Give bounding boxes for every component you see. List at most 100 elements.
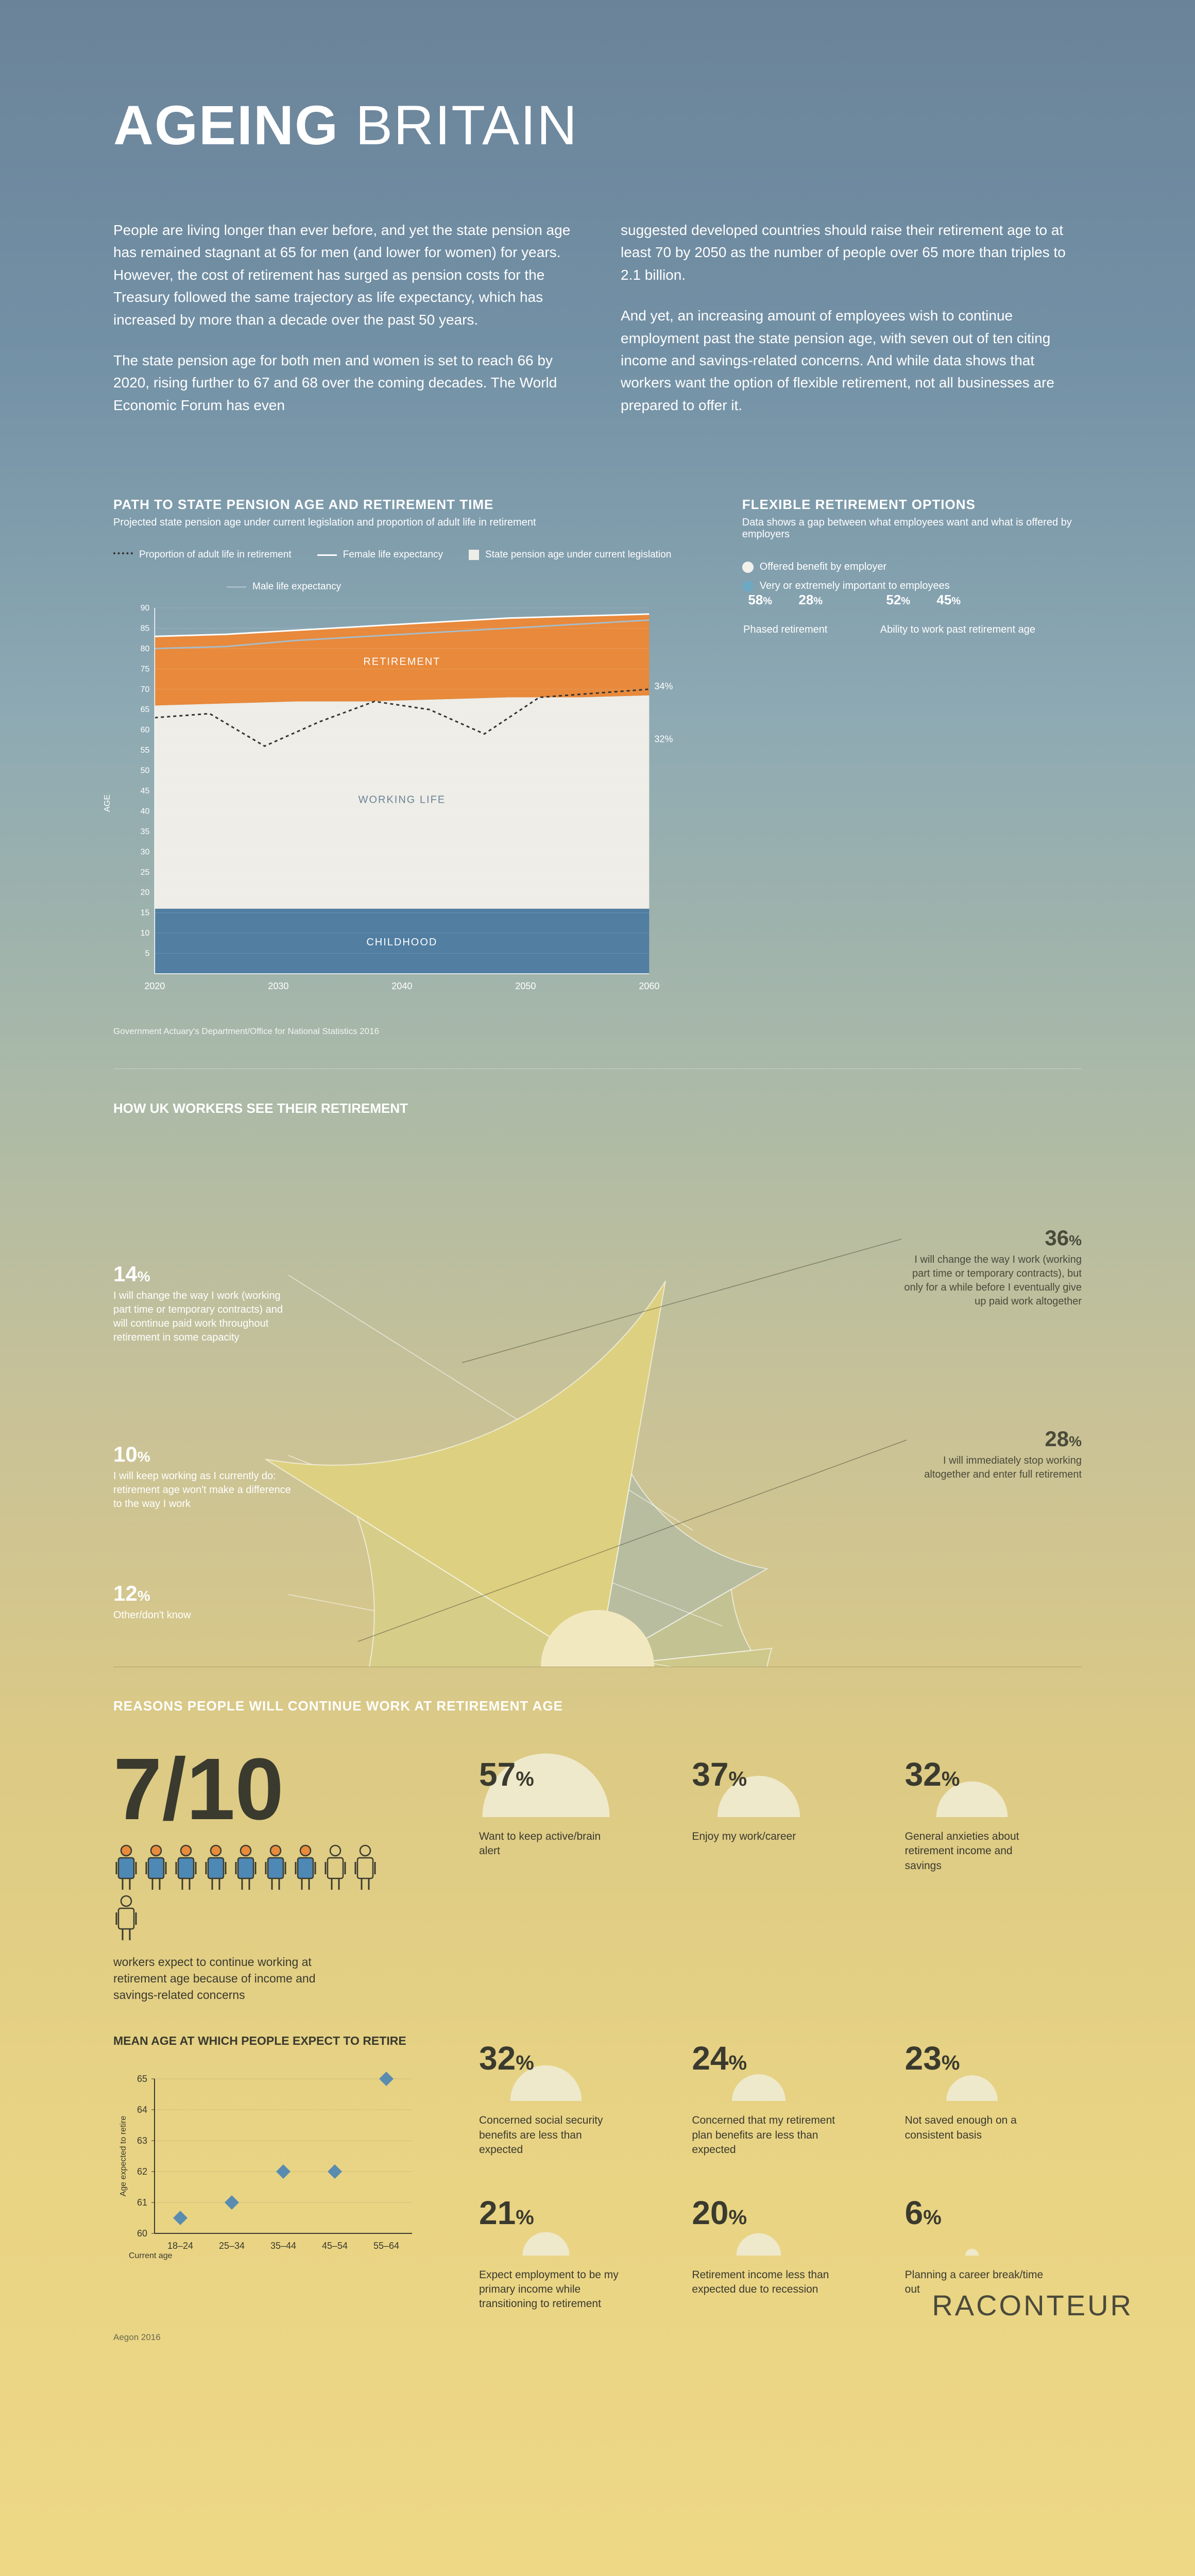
svg-text:90: 90 [141, 604, 150, 613]
svg-text:18–24: 18–24 [167, 2241, 193, 2251]
sun-chart: 14%I will change the way I work (working… [113, 1203, 1082, 1667]
svg-text:2060: 2060 [639, 981, 659, 991]
svg-text:50: 50 [141, 767, 150, 775]
legend-item: Male life expectancy [227, 581, 341, 592]
svg-text:65: 65 [137, 2074, 147, 2084]
intro-col-2: suggested developed countries should rai… [621, 219, 1082, 435]
person-icon [143, 1844, 169, 1891]
mean-age-block: MEAN AGE AT WHICH PEOPLE EXPECT TO RETIR… [113, 2034, 443, 2311]
legend-item: Female life expectancy [317, 549, 443, 561]
page-title: AGEING BRITAIN [113, 93, 1082, 157]
person-icon [263, 1844, 288, 1891]
svg-text:25–34: 25–34 [219, 2241, 245, 2251]
bar-value: 52% [880, 592, 916, 608]
brand-logo: RACONTEUR [932, 2289, 1133, 2322]
svg-text:63: 63 [137, 2136, 147, 2146]
reasons-section: REASONS PEOPLE WILL CONTINUE WORK AT RET… [0, 1698, 1195, 2312]
svg-text:20: 20 [141, 888, 150, 897]
svg-text:62: 62 [137, 2166, 147, 2177]
svg-text:2040: 2040 [391, 981, 412, 991]
intro-p: People are living longer than ever befor… [113, 219, 574, 331]
flex-chart-block: FLEXIBLE RETIREMENT OPTIONS Data shows a… [742, 497, 1082, 1038]
person-icon [293, 1844, 318, 1891]
sun-slice-label: 28%I will immediately stop working altog… [907, 1425, 1082, 1482]
sun-slice-label: 14%I will change the way I work (working… [113, 1260, 294, 1345]
svg-text:40: 40 [141, 807, 150, 816]
title-light: BRITAIN [355, 94, 578, 156]
svg-text:55–64: 55–64 [373, 2241, 399, 2251]
svg-text:10: 10 [141, 929, 150, 938]
big-stat: 7/10 workers expect to continue working … [113, 1750, 443, 2004]
svg-text:55: 55 [141, 746, 150, 755]
path-area-chart: AGE 510152025303540455055606570758085902… [113, 603, 691, 994]
svg-text:61: 61 [137, 2197, 147, 2208]
section-title: HOW UK WORKERS SEE THEIR RETIREMENT [0, 1100, 1195, 1117]
intro: People are living longer than ever befor… [0, 198, 1195, 497]
reason-item: 32%General anxieties about retirement in… [905, 1750, 1082, 2004]
reason-item: 24%Concerned that my retirement plan ben… [692, 2034, 868, 2157]
svg-text:80: 80 [141, 645, 150, 653]
svg-text:2030: 2030 [268, 981, 288, 991]
section-title: PATH TO STATE PENSION AGE AND RETIREMENT… [113, 497, 691, 513]
svg-text:25: 25 [141, 868, 150, 877]
section-title: FLEXIBLE RETIREMENT OPTIONS [742, 497, 1082, 513]
svg-text:35: 35 [141, 827, 150, 836]
svg-text:WORKING LIFE: WORKING LIFE [358, 794, 446, 806]
intro-p: The state pension age for both men and w… [113, 349, 574, 416]
svg-text:85: 85 [141, 624, 150, 633]
svg-text:70: 70 [141, 685, 150, 694]
bar-group-label: Ability to work past retirement age [880, 623, 1035, 636]
person-icon [113, 1844, 139, 1891]
reasons-grid: 7/10 workers expect to continue working … [113, 1750, 1082, 2312]
bar-value: 28% [793, 592, 829, 608]
bar-value: 58% [742, 592, 778, 608]
chart-source: Government Actuary's Department/Office f… [113, 1025, 691, 1038]
bar-group-label: Phased retirement [742, 623, 829, 636]
intro-col-1: People are living longer than ever befor… [113, 219, 574, 435]
title-bold: AGEING [113, 94, 339, 156]
svg-text:RETIREMENT: RETIREMENT [363, 656, 440, 668]
reason-item: 23%Not saved enough on a consistent basi… [905, 2034, 1082, 2157]
flex-legend: Offered benefit by employer Very or extr… [742, 561, 1082, 592]
path-legend: Proportion of adult life in retirement F… [113, 549, 691, 592]
svg-text:34%: 34% [654, 681, 673, 691]
person-icon [352, 1844, 378, 1891]
person-icon [322, 1844, 348, 1891]
svg-text:35–44: 35–44 [270, 2241, 296, 2251]
person-icon [233, 1844, 259, 1891]
section-subtitle: Projected state pension age under curren… [113, 517, 691, 529]
svg-text:32%: 32% [654, 734, 673, 744]
reason-item: 21%Expect employment to be my primary in… [479, 2189, 656, 2312]
reason-item: 37%Enjoy my work/career [692, 1750, 868, 2004]
legend-item: Very or extremely important to employees [742, 580, 1082, 592]
svg-text:30: 30 [141, 848, 150, 856]
svg-text:2050: 2050 [515, 981, 536, 991]
svg-text:45: 45 [141, 787, 150, 795]
bar-value: 45% [931, 592, 967, 608]
svg-text:2020: 2020 [144, 981, 165, 991]
svg-text:75: 75 [141, 665, 150, 673]
section-title: REASONS PEOPLE WILL CONTINUE WORK AT RET… [113, 1698, 1082, 1714]
path-chart-block: PATH TO STATE PENSION AGE AND RETIREMENT… [113, 497, 691, 1038]
svg-text:65: 65 [141, 705, 150, 714]
svg-text:60: 60 [137, 2228, 147, 2239]
svg-text:CHILDHOOD: CHILDHOOD [366, 937, 437, 948]
reason-item: 32%Concerned social security benefits ar… [479, 2034, 656, 2157]
big-number: 7/10 [113, 1750, 443, 1829]
svg-text:5: 5 [145, 950, 149, 958]
section-subtitle: Data shows a gap between what employees … [742, 517, 1082, 540]
intro-p: suggested developed countries should rai… [621, 219, 1082, 286]
y-axis-label: AGE [103, 794, 112, 812]
big-description: workers expect to continue working at re… [113, 1954, 330, 2004]
sun-slice-label: 12%Other/don't know [113, 1579, 191, 1622]
bar-group: 58%28%Phased retirement [742, 613, 829, 636]
legend-item: State pension age under current legislat… [469, 549, 671, 561]
svg-text:45–54: 45–54 [322, 2241, 348, 2251]
svg-text:Current age: Current age [129, 2251, 173, 2260]
legend-item: Offered benefit by employer [742, 561, 1082, 573]
sun-section: HOW UK WORKERS SEE THEIR RETIREMENT 14%I… [0, 1100, 1195, 1667]
reason-item: 57%Want to keep active/brain alert [479, 1750, 656, 2004]
intro-p: And yet, an increasing amount of employe… [621, 304, 1082, 416]
svg-text:Age expected to retire: Age expected to retire [119, 2116, 128, 2197]
person-icon [173, 1844, 199, 1891]
